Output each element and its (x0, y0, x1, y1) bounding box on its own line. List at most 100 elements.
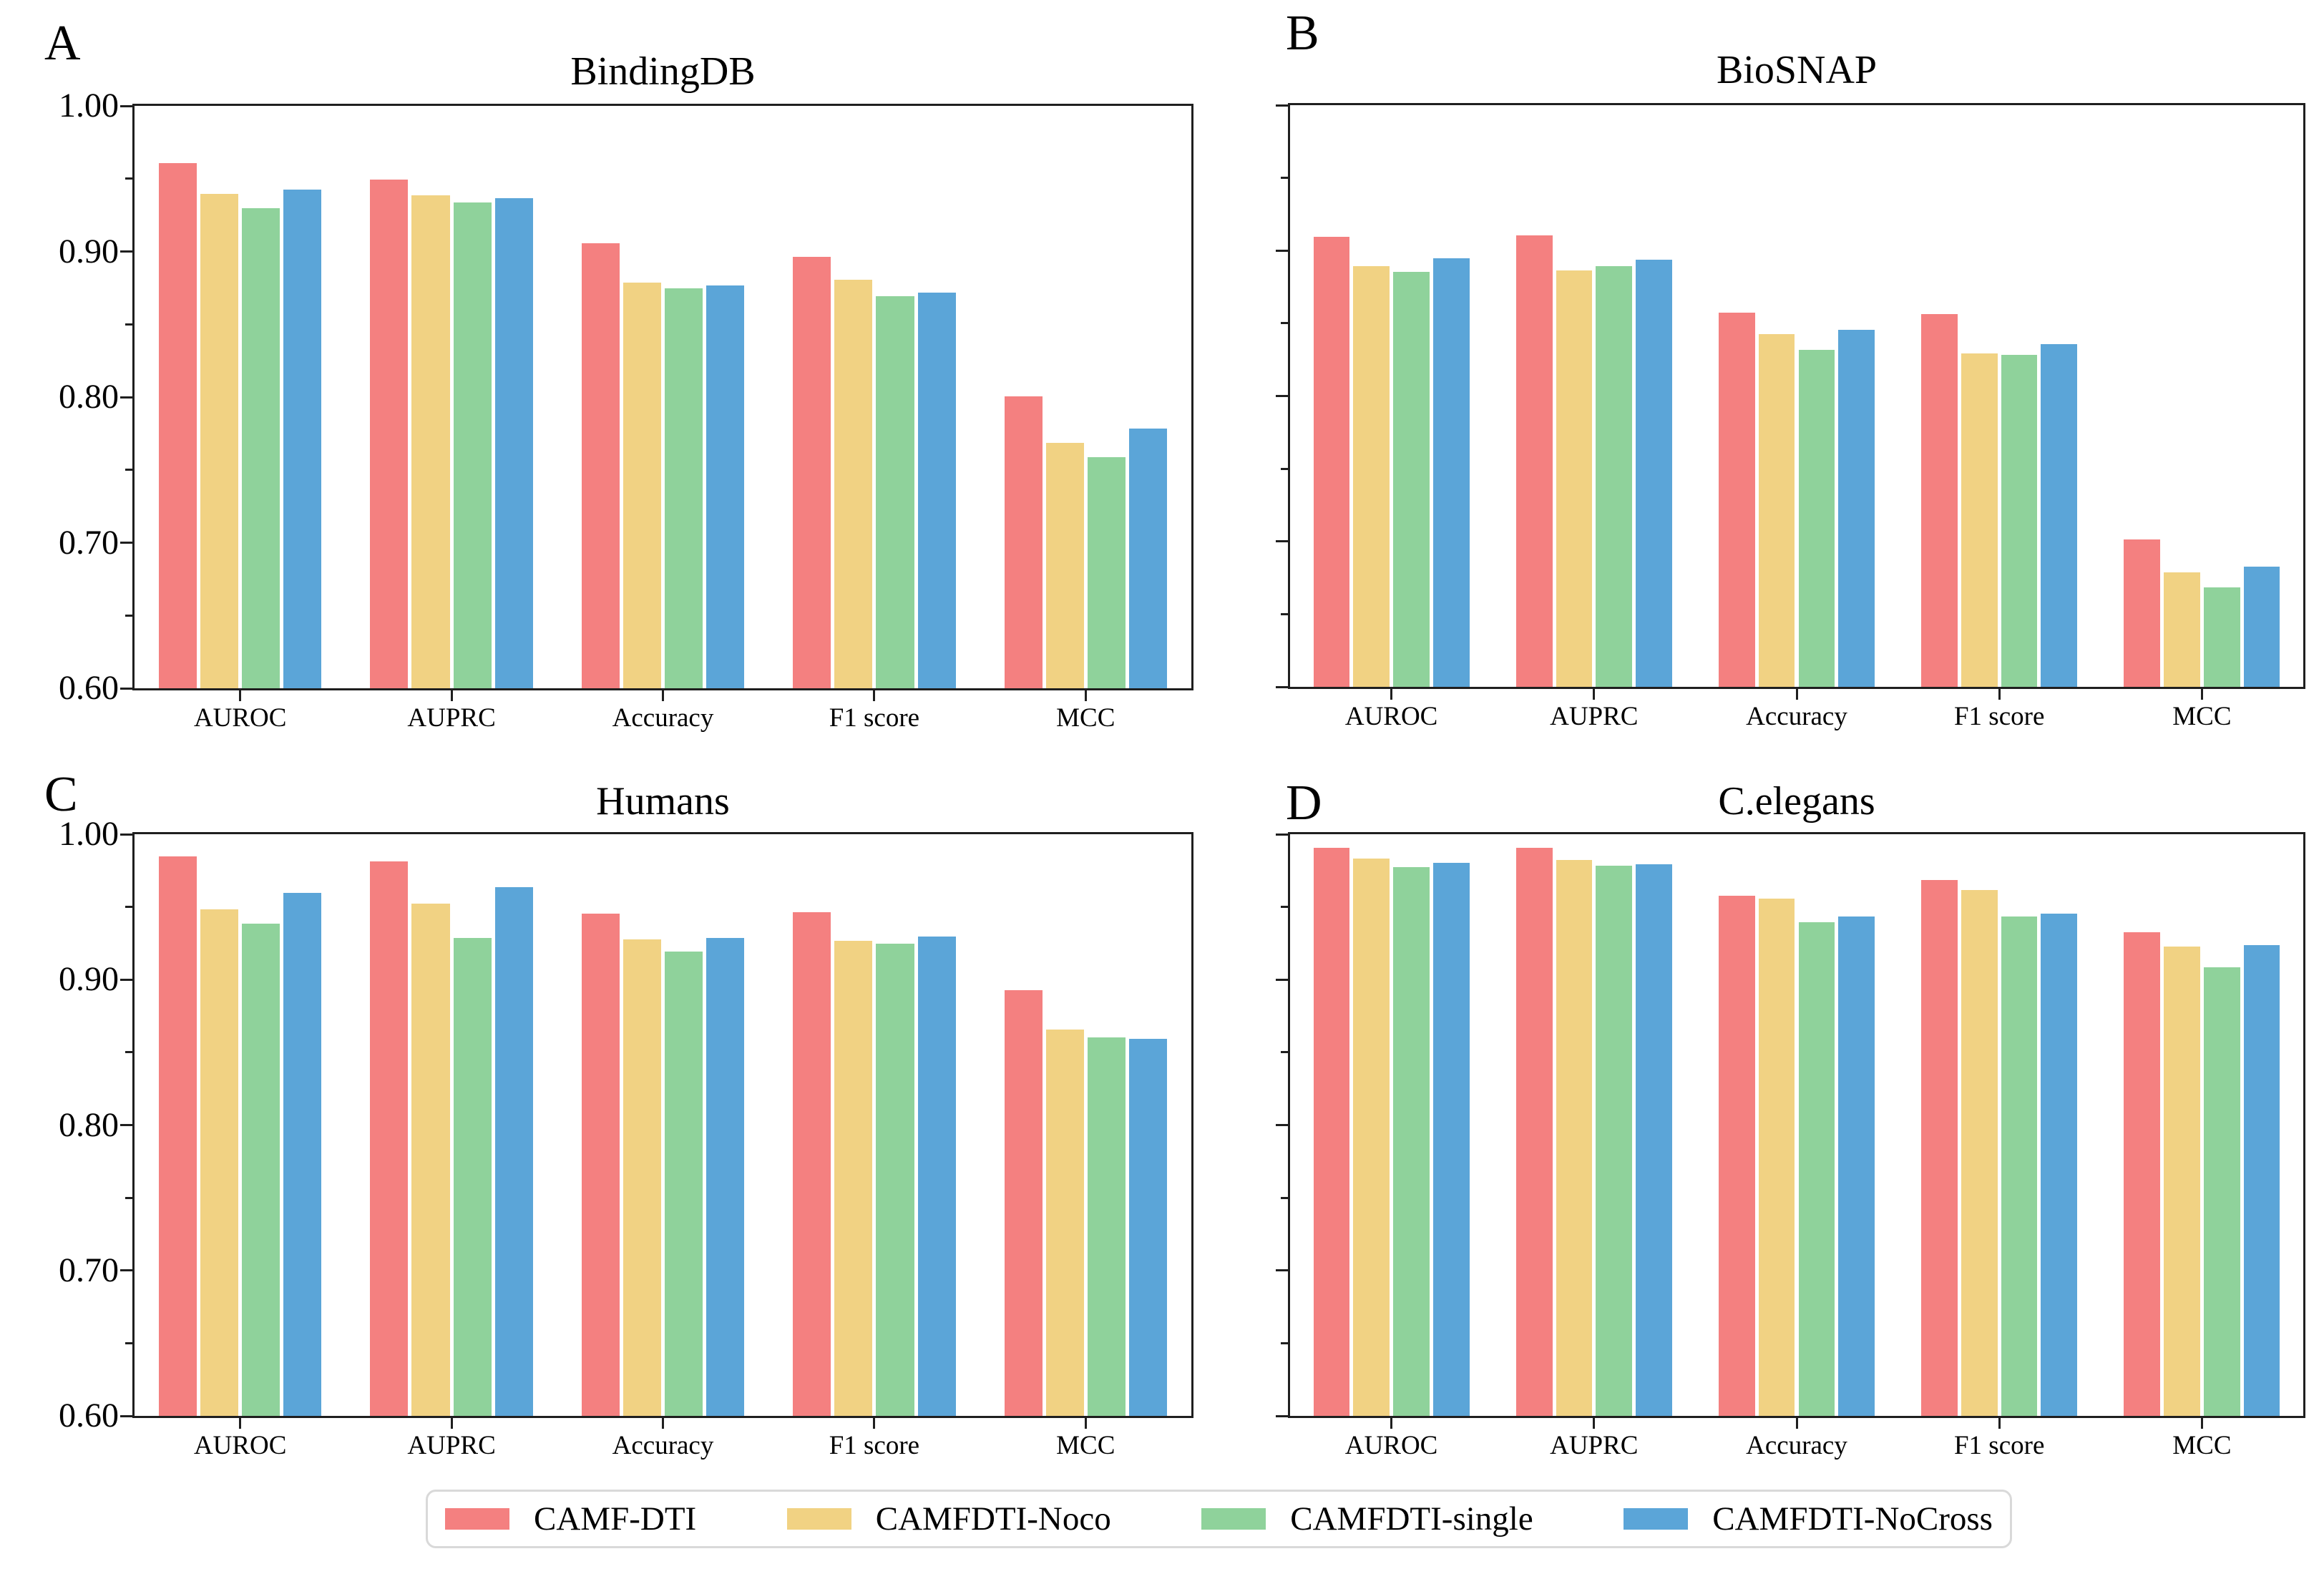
bar-camfdti-single-mcc (1087, 1037, 1126, 1416)
bar-camfdti-noco-mcc (1045, 1030, 1084, 1416)
bar-camfdti-noco-accuracy (622, 939, 661, 1416)
bar-camfdti-single-auroc (242, 923, 280, 1416)
plot-area-biosnap: AUROC AUPRC Accuracy F1 score MCC (1276, 103, 2305, 731)
legend-entry-camfdti-nocross: CAMFDTI-NoCross (1624, 1502, 1993, 1536)
plot-area-bindingdb: 1.00 0.90 0.80 0.70 0.60 AUROC AUPRC Accuracy F1… (59, 89, 1193, 733)
bar-camfdti-nocross-f1-score (2041, 344, 2078, 687)
y-axis-minor-tick (1281, 612, 1288, 615)
x-axis-tick (1390, 689, 1393, 700)
bar-camf-dti-auroc (1313, 848, 1350, 1416)
panel-title-bindingdb: BindingDB (570, 49, 756, 94)
panel-letter-c: C (44, 767, 78, 822)
y-axis-minor-tick (125, 1341, 132, 1344)
bar-camfdti-nocross-mcc (1128, 428, 1168, 688)
y-axis-tick-label: 0.80 (59, 1105, 119, 1144)
y-axis-major-tick (120, 687, 132, 690)
x-axis-tick (1998, 689, 2001, 700)
bar-camfdti-noco-mcc (2164, 947, 2200, 1416)
y-axis-major-tick (120, 396, 132, 399)
bar-camf-dti-mcc (1004, 396, 1043, 688)
bar-camfdti-single-f1-score (2001, 354, 2038, 687)
x-axis-category-label: F1 score (829, 1431, 920, 1460)
bar-camfdti-single-auprc (1596, 265, 1633, 687)
y-axis-tick-label: 1.00 (59, 815, 119, 853)
bar-camfdti-noco-accuracy (622, 283, 661, 688)
x-axis-category-label: AUPRC (407, 703, 496, 733)
bar-camfdti-noco-f1-score (834, 941, 873, 1416)
bar-camfdti-single-f1-score (876, 944, 914, 1416)
x-axis-category-label: AUROC (1344, 702, 1438, 731)
y-axis-major-tick (1276, 1269, 1288, 1272)
x-axis-category-label: AUPRC (1550, 702, 1639, 731)
bar-camfdti-single-auprc (1596, 865, 1633, 1416)
x-axis-tick (662, 690, 664, 701)
y-axis-major-tick (120, 1124, 132, 1126)
bar-camfdti-nocross-mcc (2243, 945, 2280, 1416)
bar-camfdti-nocross-auroc (1432, 862, 1470, 1416)
x-axis-category-label: AUPRC (1550, 1431, 1639, 1460)
x-axis-category-label: F1 score (1953, 1431, 2045, 1460)
plot-area-humans: 1.00 0.90 0.80 0.70 0.60 AUROC AUPRC Accuracy F1… (59, 817, 1193, 1460)
x-axis-tick (450, 1418, 453, 1429)
bar-camfdti-nocross-auroc (283, 189, 322, 688)
y-axis-major-tick (120, 1269, 132, 1272)
y-axis-major-tick (120, 250, 132, 253)
bar-camfdti-single-mcc (1087, 457, 1126, 688)
x-axis-tick (1795, 1418, 1798, 1429)
y-axis-minor-tick (125, 1196, 132, 1199)
y-axis-minor-tick (125, 614, 132, 617)
y-axis-major-tick (120, 833, 132, 836)
y-axis-tick-label: 0.70 (59, 523, 119, 562)
y-axis-minor-tick (1281, 1341, 1288, 1344)
y-axis-minor-tick (125, 323, 132, 326)
x-axis-category-label: Accuracy (1746, 702, 1847, 731)
y-axis-major-tick (1276, 978, 1288, 981)
bar-camf-dti-auroc (158, 163, 197, 688)
bar-camf-dti-auprc (1515, 235, 1553, 687)
x-axis-tick (873, 1418, 876, 1429)
bar-camf-dti-auprc (370, 179, 409, 688)
y-axis-major-tick (1276, 685, 1288, 688)
y-axis-tick-label: 0.90 (59, 960, 119, 999)
legend-label-camf-dti: CAMF-DTI (534, 1500, 697, 1538)
x-axis-category-label: F1 score (829, 703, 920, 733)
bar-camf-dti-f1-score (793, 911, 831, 1416)
legend-label-camfdti-single: CAMFDTI-single (1290, 1500, 1533, 1538)
y-axis-major-tick (120, 542, 132, 544)
bar-camfdti-noco-auprc (1556, 270, 1593, 687)
y-axis-minor-tick (1281, 177, 1288, 180)
bar-camfdti-nocross-f1-score (917, 937, 956, 1416)
bar-camfdti-noco-auroc (1353, 858, 1390, 1416)
bar-camfdti-noco-accuracy (1758, 899, 1795, 1416)
y-axis-major-tick (1276, 1414, 1288, 1417)
bar-camfdti-noco-auprc (411, 903, 450, 1416)
bar-camfdti-nocross-mcc (2243, 567, 2280, 687)
bar-camfdti-single-accuracy (1798, 350, 1835, 687)
y-axis-major-tick (1276, 395, 1288, 397)
bar-camfdti-noco-auprc (411, 195, 450, 688)
bar-camfdti-single-auprc (453, 202, 492, 688)
x-axis-category-label: MCC (1056, 1431, 1115, 1460)
bar-camfdti-nocross-auprc (1636, 864, 1672, 1416)
legend-swatch-camfdti-single-icon (1201, 1508, 1266, 1530)
bar-camf-dti-auprc (370, 861, 409, 1416)
bar-camf-dti-f1-score (1921, 313, 1958, 687)
bar-camf-dti-mcc (2124, 932, 2161, 1416)
legend-swatch-camf-dti-icon (445, 1508, 509, 1530)
panel-title-celegans: C.elegans (1718, 779, 1875, 823)
bar-camfdti-single-auroc (242, 208, 280, 688)
bar-camfdti-nocross-accuracy (1838, 916, 1875, 1416)
bar-camfdti-nocross-mcc (1128, 1038, 1168, 1416)
bar-camfdti-nocross-accuracy (706, 285, 745, 688)
bar-camfdti-single-auprc (453, 938, 492, 1416)
y-axis-tick-label: 1.00 (59, 87, 119, 124)
legend-label-camfdti-noco: CAMFDTI-Noco (875, 1500, 1111, 1538)
x-axis-tick (1084, 690, 1087, 701)
bar-camf-dti-accuracy (581, 913, 620, 1416)
bar-camfdti-noco-f1-score (834, 280, 873, 688)
bar-camfdti-nocross-accuracy (1838, 329, 1875, 687)
panel-title-biosnap: BioSNAP (1716, 48, 1878, 92)
bar-camf-dti-auprc (1515, 848, 1553, 1416)
bar-camfdti-noco-accuracy (1758, 334, 1795, 687)
